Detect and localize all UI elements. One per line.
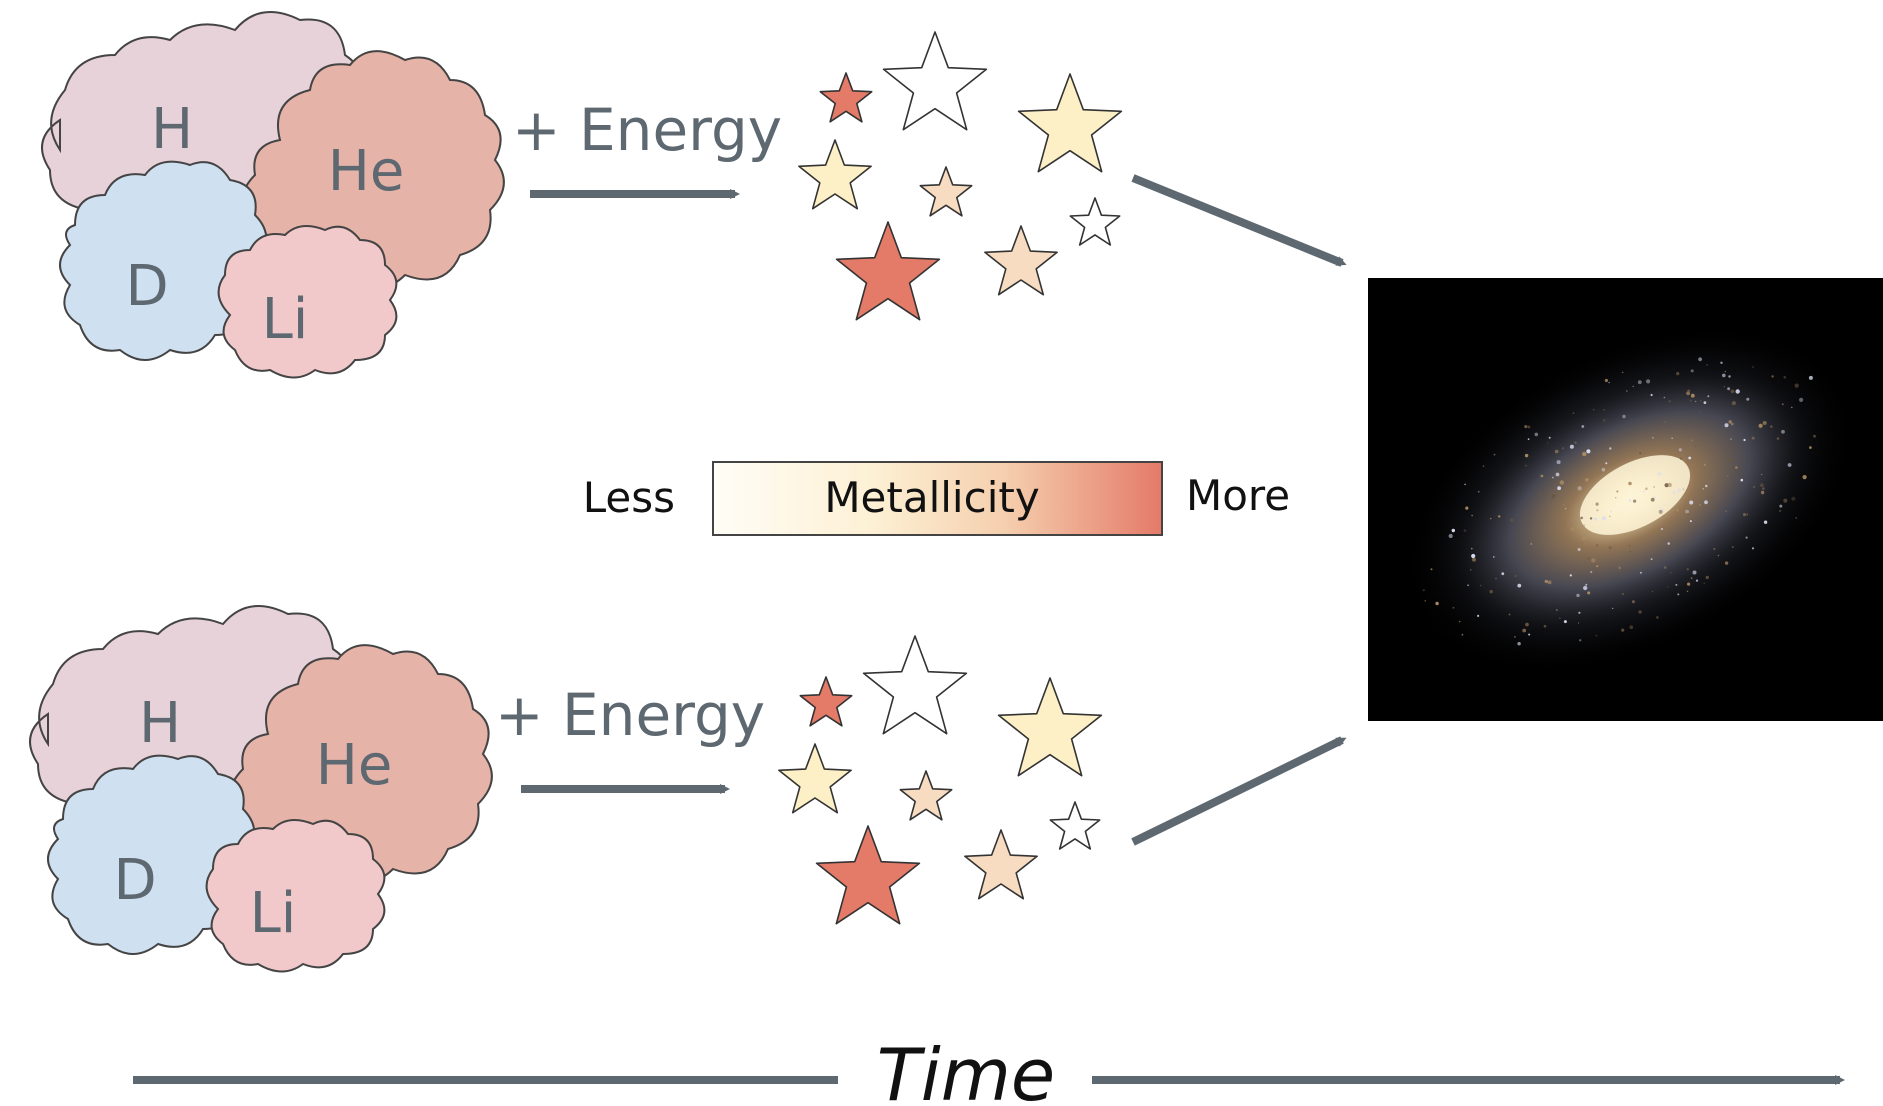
hydrogen-label: H: [139, 691, 181, 756]
galaxy-image: [1368, 278, 1883, 721]
helium-label: He: [328, 139, 405, 204]
deuterium-label: D: [113, 848, 156, 913]
time-label: Time: [877, 1033, 1055, 1106]
star-white: [1049, 801, 1101, 850]
star-yellow: [798, 139, 872, 210]
lithium-label: Li: [250, 881, 297, 946]
star-red: [799, 676, 853, 727]
top-energy-label: + Energy: [512, 96, 782, 164]
metallicity-legend: Less Metallicity More: [583, 461, 1290, 536]
deuterium-cloud-bottom: D: [47, 754, 256, 955]
star-white: [862, 635, 968, 735]
star-white: [882, 31, 988, 131]
star-peach: [964, 829, 1038, 900]
bottom-energy-label: + Energy: [495, 681, 765, 749]
time-axis: Time: [133, 1033, 1845, 1106]
bottom-star-cluster: [778, 635, 1103, 925]
bottom-to-galaxy-arrow: [1131, 736, 1347, 846]
star-peach: [919, 166, 973, 217]
helium-label: He: [316, 733, 393, 798]
lithium-cloud: Li: [217, 225, 398, 379]
star-peach: [899, 770, 953, 821]
star-peach: [984, 225, 1058, 296]
deuterium-label: D: [125, 254, 168, 319]
star-red: [815, 825, 921, 925]
star-white: [1069, 197, 1121, 246]
legend-more-label: More: [1186, 471, 1290, 520]
top-element-clouds: H He D Li: [41, 11, 505, 379]
star-red: [819, 72, 873, 123]
star-red: [835, 221, 941, 321]
bottom-element-clouds: H He D Li: [29, 605, 493, 973]
lithium-cloud-bottom: Li: [205, 819, 386, 973]
metallicity-gradient-bar: [712, 461, 1163, 536]
star-yellow: [778, 743, 852, 814]
top-to-galaxy-arrow: [1131, 174, 1347, 267]
star-yellow: [1017, 73, 1123, 173]
star-yellow: [997, 677, 1103, 777]
lithium-label: Li: [262, 287, 309, 352]
top-star-cluster: [798, 31, 1123, 321]
legend-title: Metallicity: [824, 473, 1039, 522]
legend-less-label: Less: [583, 473, 675, 522]
hydrogen-label: H: [151, 97, 193, 162]
